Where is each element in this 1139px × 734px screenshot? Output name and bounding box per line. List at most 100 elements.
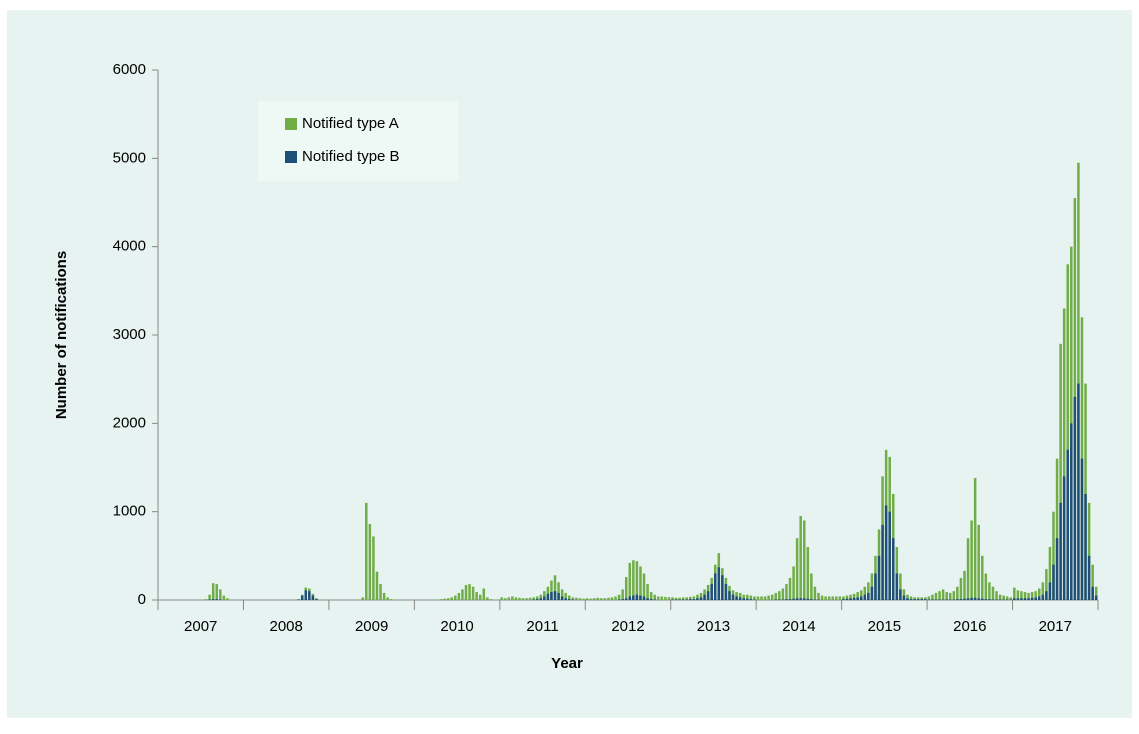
bar: [624, 577, 628, 600]
bar: [557, 582, 560, 600]
bar: [1034, 591, 1037, 600]
y-tick-label: 4000: [113, 238, 146, 255]
bar: [535, 596, 539, 600]
bar: [1077, 383, 1080, 600]
bar: [1009, 597, 1013, 600]
bar: [835, 596, 838, 600]
bar: [963, 570, 966, 600]
bar: [443, 598, 446, 600]
bar: [678, 597, 681, 600]
bar: [621, 599, 624, 600]
bar: [564, 598, 567, 600]
bar: [300, 595, 304, 600]
bar: [1020, 591, 1023, 600]
bar: [696, 594, 699, 600]
x-tick-label: 2015: [868, 618, 901, 635]
bar: [632, 595, 635, 600]
bar: [1048, 582, 1052, 600]
bar: [550, 580, 553, 600]
bar: [838, 596, 842, 600]
bar: [500, 597, 503, 600]
bar: [742, 594, 745, 600]
bar: [803, 598, 806, 600]
bar: [1030, 597, 1034, 600]
bar: [450, 597, 453, 600]
bar: [592, 598, 596, 600]
bar: [813, 586, 817, 600]
bar: [749, 595, 753, 600]
legend-label: Notified type B: [302, 148, 400, 165]
bar: [521, 598, 525, 600]
bar: [824, 596, 827, 600]
bar: [767, 595, 770, 600]
bar: [649, 592, 653, 600]
bar: [382, 592, 386, 600]
bar: [902, 589, 906, 600]
bar: [1027, 598, 1030, 600]
bar: [372, 536, 375, 600]
bar: [1041, 594, 1045, 600]
bar: [514, 597, 518, 600]
bar: [1013, 587, 1016, 600]
bar: [892, 538, 895, 600]
bar: [738, 592, 742, 600]
bar: [795, 598, 799, 600]
bar: [543, 596, 546, 600]
y-tick-label: 3000: [113, 326, 146, 343]
bar: [774, 592, 778, 600]
bar: [571, 597, 575, 600]
bar: [1055, 538, 1059, 600]
bar: [553, 591, 557, 600]
bar: [763, 596, 767, 600]
bar: [222, 595, 226, 600]
bar: [899, 573, 902, 600]
bar: [863, 586, 867, 600]
chart-background: [7, 10, 1132, 718]
bar: [724, 584, 728, 600]
bar: [746, 598, 749, 600]
bar: [304, 590, 308, 600]
bar: [859, 590, 863, 600]
bar: [692, 599, 696, 600]
bar: [1059, 343, 1062, 600]
bar: [1041, 582, 1045, 600]
bar: [646, 584, 649, 600]
bar: [795, 538, 799, 600]
bar: [810, 599, 813, 600]
bar: [532, 597, 535, 600]
bar: [1027, 592, 1030, 600]
bar: [1062, 308, 1066, 600]
bar: [361, 597, 364, 600]
bar: [849, 598, 852, 600]
bar: [863, 594, 867, 600]
bar: [208, 594, 211, 600]
bar: [852, 597, 856, 600]
bar: [603, 598, 607, 600]
bar: [219, 589, 222, 600]
bar: [842, 596, 845, 600]
bar: [1094, 595, 1098, 600]
bar: [792, 598, 795, 600]
bar: [617, 594, 621, 600]
bar: [664, 596, 667, 600]
bar: [906, 598, 909, 600]
bar: [938, 591, 941, 600]
bar: [639, 566, 642, 600]
bar: [642, 573, 646, 600]
bar: [988, 599, 991, 600]
x-tick-label: 2007: [184, 618, 217, 635]
bar: [689, 596, 692, 600]
bar: [881, 524, 884, 600]
bar: [909, 596, 913, 600]
bar: [386, 597, 389, 600]
bar: [1066, 264, 1069, 600]
bar: [884, 505, 888, 600]
bar: [1087, 502, 1091, 600]
bar: [717, 567, 721, 600]
bar: [1091, 564, 1094, 600]
bar: [671, 597, 674, 600]
bar: [1073, 396, 1077, 600]
legend-swatch: [285, 118, 297, 130]
bar: [482, 588, 486, 600]
bar: [564, 592, 567, 600]
